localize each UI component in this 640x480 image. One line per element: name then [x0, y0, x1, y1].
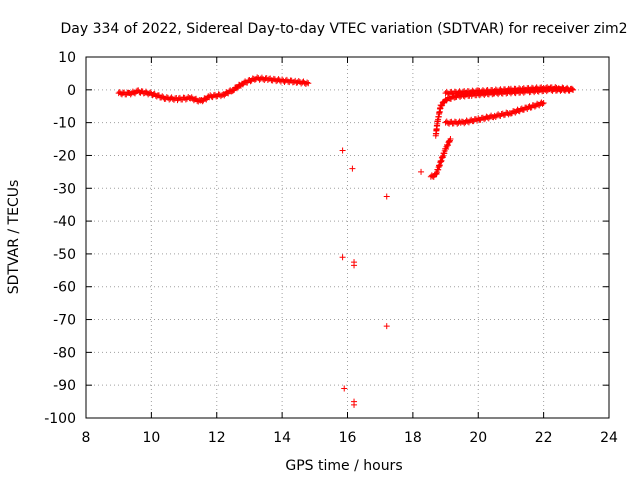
x-tick-label: 14 [273, 430, 291, 446]
data-point [447, 136, 454, 143]
chart-title: Day 334 of 2022, Sidereal Day-to-day VTE… [61, 21, 628, 37]
x-axis-label: GPS time / hours [285, 458, 402, 474]
outlier-point [339, 147, 346, 154]
outlier-point [383, 193, 390, 200]
data-point [304, 79, 311, 86]
y-tick-label: 10 [58, 50, 76, 66]
y-axis-label: SDTVAR / TECUs [6, 180, 22, 295]
data-point [539, 100, 546, 107]
data-point [438, 102, 445, 109]
data-point [234, 85, 241, 92]
x-tick-label: 22 [535, 430, 553, 446]
y-tick-label: 0 [67, 83, 76, 99]
data-points [115, 74, 577, 408]
y-tick-label: -20 [53, 148, 76, 164]
outlier-point [341, 385, 348, 392]
data-point [570, 86, 577, 93]
outlier-point [339, 254, 346, 261]
outlier-point [351, 262, 358, 269]
x-tick-label: 24 [600, 430, 618, 446]
y-tick-label: -50 [53, 247, 76, 263]
data-point [540, 99, 547, 106]
outlier-point [418, 168, 425, 175]
outlier-point [383, 323, 390, 330]
data-point [568, 85, 575, 92]
y-tick-label: -80 [53, 345, 76, 361]
y-tick-label: -30 [53, 181, 76, 197]
data-point [199, 98, 206, 105]
x-tick-label: 16 [339, 430, 357, 446]
data-point [305, 80, 312, 87]
x-tick-label: 20 [469, 430, 487, 446]
data-point [188, 94, 195, 101]
y-tick-label: -60 [53, 280, 76, 296]
y-tick-labels: 10 0 -10 -20 -30 -40 -50 -60 -70 -80 -90 -100 [44, 50, 76, 427]
x-tick-labels: 8 10 12 14 16 18 20 22 24 [82, 430, 618, 446]
outlier-point [349, 165, 356, 172]
x-tick-label: 12 [208, 430, 226, 446]
y-tick-label: -100 [44, 411, 76, 427]
y-tick-label: -10 [53, 116, 76, 132]
axis-ticks [85, 56, 610, 419]
outlier-point [351, 401, 358, 408]
x-tick-label: 18 [404, 430, 422, 446]
gridlines [86, 57, 609, 418]
y-tick-label: -70 [53, 313, 76, 329]
y-tick-label: -40 [53, 214, 76, 230]
x-tick-label: 8 [82, 430, 91, 446]
y-tick-label: -90 [53, 378, 76, 394]
x-tick-label: 10 [142, 430, 160, 446]
